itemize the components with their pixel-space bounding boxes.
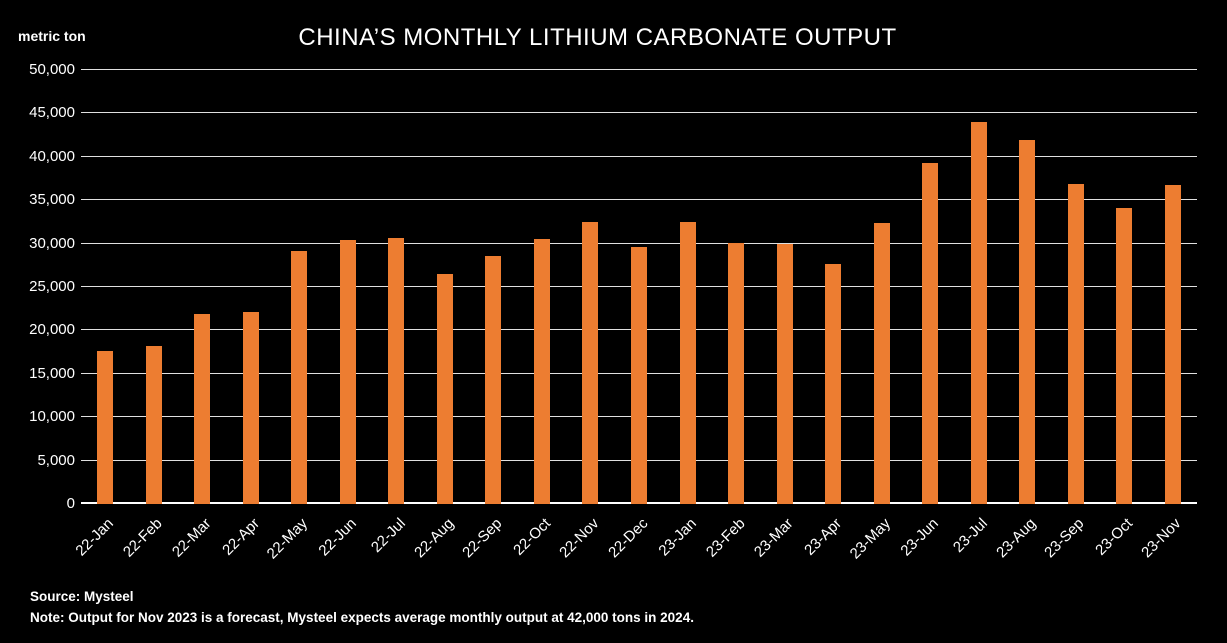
x-tick-label: 23-Aug — [992, 515, 1040, 562]
y-tick-label: 10,000 — [29, 408, 75, 426]
bar-22-Feb — [145, 346, 162, 504]
x-tick-label: 22-Dec — [604, 515, 652, 562]
x-tick-label: 22-Apr — [218, 515, 263, 559]
x-tick-label: 23-Jun — [897, 515, 943, 560]
x-tick-label: 22-May — [263, 515, 312, 563]
y-tick-label: 5,000 — [37, 451, 75, 469]
bar-23-May — [873, 222, 890, 504]
x-tick-label: 22-Jun — [315, 515, 360, 560]
y-tick-label: 35,000 — [29, 191, 75, 209]
bar-22-Dec — [631, 247, 647, 504]
x-tick-label: 23-May — [846, 515, 894, 563]
source-line: Source: Mysteel — [30, 589, 134, 604]
x-tick-label: 23-Oct — [1092, 515, 1137, 559]
bar-22-Mar — [194, 313, 211, 504]
bar-23-Aug — [1019, 140, 1036, 504]
plot-area: 0 5,000 10,000 15,000 20,000 25,000 30,000 35,0… — [29, 61, 1197, 562]
bar-22-Aug — [436, 273, 453, 504]
chart-footer: Source: Mysteel Note: Output for Nov 202… — [30, 586, 694, 628]
note-line: Note: Output for Nov 2023 is a forecast,… — [30, 610, 694, 625]
y-tick-label: 0 — [66, 495, 75, 512]
y-tick-label: 20,000 — [29, 321, 75, 339]
bar-22-Nov — [582, 221, 599, 504]
x-tick-label: 22-Mar — [168, 515, 215, 561]
y-tick-label: 40,000 — [29, 147, 75, 165]
bar-23-Mar — [776, 244, 793, 504]
x-tick-label: 22-Jan — [72, 515, 118, 560]
x-tick-label: 22-Nov — [556, 515, 603, 562]
bar-23-Feb — [728, 242, 745, 504]
bar-23-Jul — [970, 122, 987, 504]
x-tick-label: 22-Sep — [459, 515, 506, 562]
bar-22-Sep — [485, 255, 502, 504]
x-tick-label: 23-Sep — [1041, 515, 1088, 562]
y-tick-label: 30,000 — [29, 234, 75, 252]
y-axis-unit-label: metric ton — [18, 28, 86, 44]
x-tick-label: 22-Jul — [367, 515, 409, 556]
bar-22-Apr — [242, 312, 259, 504]
x-tick-label: 23-Nov — [1138, 515, 1185, 562]
gridline — [81, 112, 1197, 114]
gridline — [81, 69, 1197, 70]
x-tick-label: 23-Mar — [750, 515, 797, 561]
y-tick-label: 15,000 — [29, 364, 75, 382]
x-tick-label: 22-Feb — [120, 515, 166, 561]
bar-22-Jan — [97, 351, 114, 504]
bar-22-May — [291, 250, 308, 504]
gridline — [81, 155, 1197, 157]
x-tick-label: 22-Oct — [510, 515, 554, 559]
bar-23-Nov — [1164, 184, 1181, 504]
bar-23-Jan — [679, 221, 696, 504]
chart-title: CHINA’S MONTHLY LITHIUM CARBONATE OUTPUT — [298, 24, 897, 51]
x-tick-label: 23-Jan — [655, 515, 700, 560]
bar-23-Jun — [922, 162, 939, 504]
x-tick-label: 22-Aug — [410, 515, 457, 562]
bar-22-Oct — [533, 239, 550, 504]
bar-23-Sep — [1067, 183, 1084, 504]
y-tick-label: 45,000 — [29, 104, 75, 122]
gridline — [81, 199, 1197, 201]
bar-23-Apr — [825, 263, 842, 504]
bar-22-Jul — [388, 238, 405, 504]
x-tick-label: 23-Jul — [949, 515, 991, 556]
bar-23-Oct — [1116, 208, 1133, 504]
x-tick-label: 23-Apr — [801, 515, 846, 559]
gridline — [81, 242, 1197, 244]
y-tick-label: 50,000 — [29, 61, 75, 78]
y-tick-label: 25,000 — [29, 278, 75, 295]
x-tick-label: 23-Feb — [702, 515, 749, 561]
bar-22-Jun — [339, 240, 356, 504]
